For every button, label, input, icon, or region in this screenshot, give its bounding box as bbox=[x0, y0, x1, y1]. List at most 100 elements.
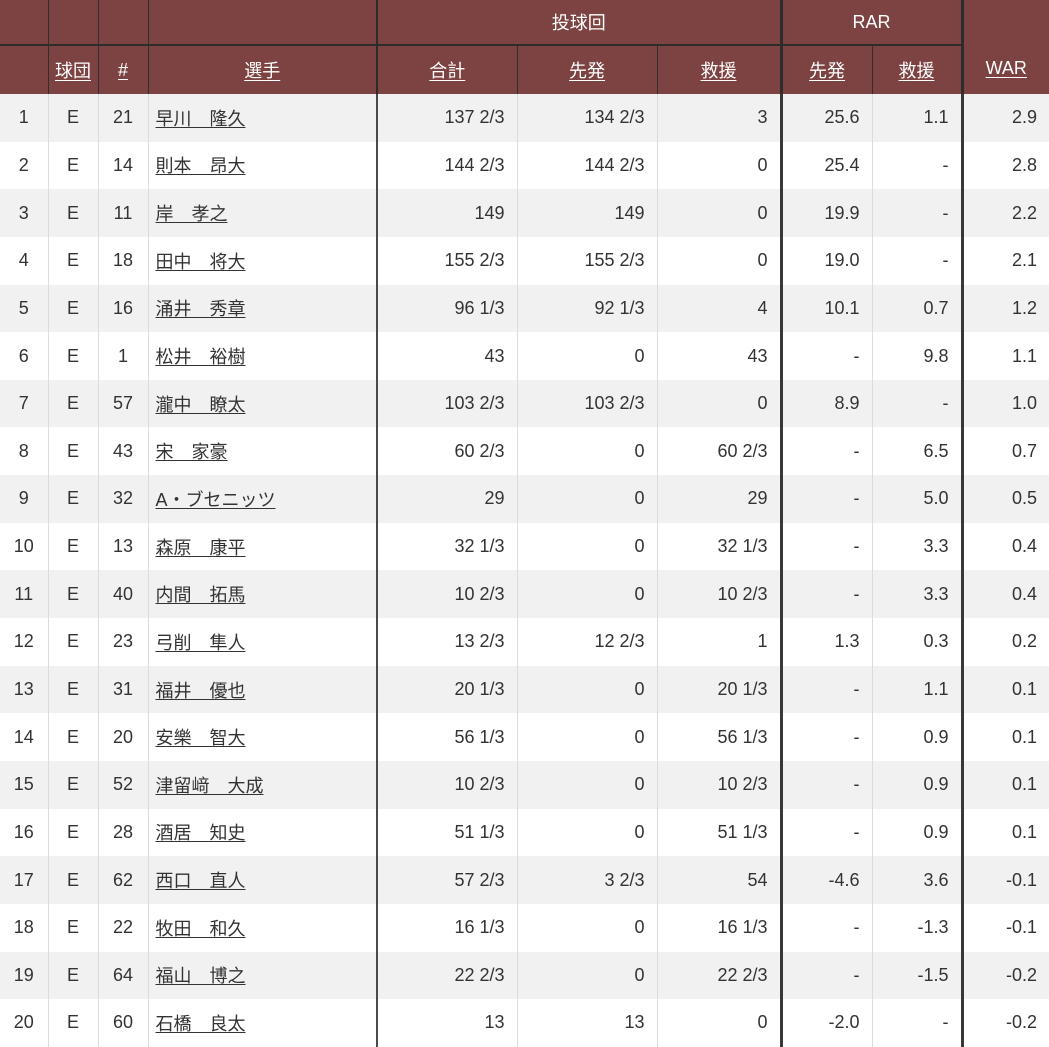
team-cell: E bbox=[48, 236, 99, 285]
player-link[interactable]: 福井 優也 bbox=[155, 680, 246, 701]
innings-relief-cell: 51 1/3 bbox=[657, 808, 783, 857]
player-cell: 西口 直人 bbox=[148, 856, 378, 904]
war-cell: -0.1 bbox=[962, 856, 1049, 904]
player-link[interactable]: 牧田 和久 bbox=[155, 918, 246, 939]
rank-cell: 10 bbox=[0, 522, 49, 571]
player-link[interactable]: A・ブセニッツ bbox=[155, 489, 276, 510]
sort-link-innings-total[interactable]: 合計 bbox=[429, 61, 466, 81]
innings-total-cell: 22 2/3 bbox=[377, 951, 518, 1000]
innings-total-cell: 149 bbox=[377, 189, 518, 237]
innings-start-cell: 134 2/3 bbox=[517, 94, 658, 142]
player-link[interactable]: 岸 孝之 bbox=[155, 204, 228, 225]
player-link[interactable]: 森原 康平 bbox=[155, 537, 246, 558]
player-link[interactable]: 松井 裕樹 bbox=[155, 347, 246, 368]
rar-start-cell: 19.0 bbox=[781, 236, 873, 285]
innings-start-cell: 0 bbox=[517, 713, 658, 761]
player-link[interactable]: 津留﨑 大成 bbox=[155, 775, 264, 796]
table-row: 1 E 21 早川 隆久 137 2/3 134 2/3 3 25.6 1.1 2.9 bbox=[0, 94, 1049, 142]
innings-relief-cell: 4 bbox=[657, 284, 783, 333]
player-link[interactable]: 福山 博之 bbox=[155, 966, 246, 987]
player-cell: 津留﨑 大成 bbox=[148, 760, 378, 809]
player-cell: 涌井 秀章 bbox=[148, 284, 378, 333]
sort-link-player[interactable]: 選手 bbox=[244, 61, 281, 81]
player-link[interactable]: 西口 直人 bbox=[155, 871, 246, 892]
sort-link-innings-relief[interactable]: 救援 bbox=[700, 61, 737, 81]
rar-start-cell: - bbox=[781, 475, 873, 523]
innings-total-cell: 144 2/3 bbox=[377, 141, 518, 190]
jersey-number-cell: 20 bbox=[98, 713, 149, 761]
innings-group-header: 投球回 bbox=[377, 0, 783, 46]
innings-start-cell: 12 2/3 bbox=[517, 618, 658, 666]
rar-start-cell: - bbox=[781, 332, 873, 380]
team-cell: E bbox=[48, 760, 99, 809]
rank-cell: 18 bbox=[0, 903, 49, 952]
innings-start-cell: 92 1/3 bbox=[517, 284, 658, 333]
innings-total-cell: 43 bbox=[377, 332, 518, 380]
rank-cell: 2 bbox=[0, 141, 49, 190]
player-cell: 石橋 良太 bbox=[148, 999, 378, 1047]
innings-start-column-header: 先発 bbox=[517, 45, 658, 94]
innings-total-cell: 56 1/3 bbox=[377, 713, 518, 761]
player-link[interactable]: 安樂 智大 bbox=[155, 728, 246, 749]
rank-cell: 3 bbox=[0, 189, 49, 237]
player-cell: 弓削 隼人 bbox=[148, 618, 378, 666]
innings-start-cell: 0 bbox=[517, 427, 658, 476]
player-link[interactable]: 瀧中 瞭太 bbox=[155, 394, 246, 415]
player-link[interactable]: 田中 将大 bbox=[155, 251, 246, 272]
player-link[interactable]: 酒居 知史 bbox=[155, 823, 246, 844]
innings-start-cell: 103 2/3 bbox=[517, 379, 658, 428]
war-cell: 0.1 bbox=[962, 713, 1049, 761]
rar-start-cell: 8.9 bbox=[781, 379, 873, 428]
sort-link-war[interactable]: WAR bbox=[985, 58, 1027, 78]
player-link[interactable]: 石橋 良太 bbox=[155, 1013, 246, 1034]
innings-start-cell: 0 bbox=[517, 570, 658, 619]
team-cell: E bbox=[48, 903, 99, 952]
rar-start-cell: - bbox=[781, 760, 873, 809]
innings-total-cell: 10 2/3 bbox=[377, 570, 518, 619]
table-row: 12 E 23 弓削 隼人 13 2/3 12 2/3 1 1.3 0.3 0.2 bbox=[0, 618, 1049, 666]
table-row: 14 E 20 安樂 智大 56 1/3 0 56 1/3-0.9 0.1 bbox=[0, 713, 1049, 761]
sort-link-innings-start[interactable]: 先発 bbox=[569, 61, 605, 81]
table-row: 4 E 18 田中 将大 155 2/3 155 2/3 0 19.0-2.1 bbox=[0, 236, 1049, 285]
war-column-header: WAR bbox=[962, 0, 1049, 94]
rar-start-cell: 1.3 bbox=[781, 618, 873, 666]
innings-relief-cell: 22 2/3 bbox=[657, 951, 783, 1000]
rar-group-label: RAR bbox=[852, 11, 891, 32]
sort-link-number[interactable]: # bbox=[117, 59, 128, 80]
player-link[interactable]: 則本 昂大 bbox=[155, 156, 246, 177]
rar-relief-cell: 1.1 bbox=[872, 665, 964, 714]
rar-start-cell: 25.6 bbox=[781, 94, 873, 142]
rank-cell: 4 bbox=[0, 236, 49, 285]
rar-start-cell: 10.1 bbox=[781, 284, 873, 333]
rar-relief-cell: - bbox=[872, 236, 964, 285]
sort-link-rar-start[interactable]: 先発 bbox=[809, 61, 846, 81]
player-link[interactable]: 弓削 隼人 bbox=[155, 632, 246, 653]
rank-cell: 16 bbox=[0, 808, 49, 857]
innings-total-cell: 51 1/3 bbox=[377, 808, 518, 857]
innings-total-cell: 29 bbox=[377, 475, 518, 523]
player-link[interactable]: 内間 拓馬 bbox=[155, 585, 246, 606]
jersey-number-cell: 40 bbox=[98, 570, 149, 619]
innings-start-cell: 0 bbox=[517, 903, 658, 952]
player-cell: 酒居 知史 bbox=[148, 808, 378, 857]
rar-relief-cell: 9.8 bbox=[872, 332, 964, 380]
rank-cell: 8 bbox=[0, 427, 49, 476]
sort-link-team[interactable]: 球団 bbox=[55, 61, 91, 81]
innings-total-cell: 10 2/3 bbox=[377, 760, 518, 809]
war-cell: 1.2 bbox=[962, 284, 1049, 333]
rar-relief-cell: 5.0 bbox=[872, 475, 964, 523]
player-link[interactable]: 早川 隆久 bbox=[155, 108, 246, 129]
player-link[interactable]: 宋 家豪 bbox=[155, 442, 228, 463]
rank-cell: 6 bbox=[0, 332, 49, 380]
rar-start-cell: - bbox=[781, 427, 873, 476]
player-link[interactable]: 涌井 秀章 bbox=[155, 299, 246, 320]
war-cell: -0.1 bbox=[962, 903, 1049, 952]
table-row: 5 E 16 涌井 秀章 96 1/3 92 1/3 4 10.1 0.7 1.2 bbox=[0, 284, 1049, 333]
team-cell: E bbox=[48, 284, 99, 333]
rar-relief-cell: -1.5 bbox=[872, 951, 964, 1000]
rar-start-cell: - bbox=[781, 665, 873, 714]
sort-link-rar-relief[interactable]: 救援 bbox=[898, 61, 935, 81]
innings-relief-cell: 60 2/3 bbox=[657, 427, 783, 476]
team-group-header bbox=[48, 0, 99, 46]
